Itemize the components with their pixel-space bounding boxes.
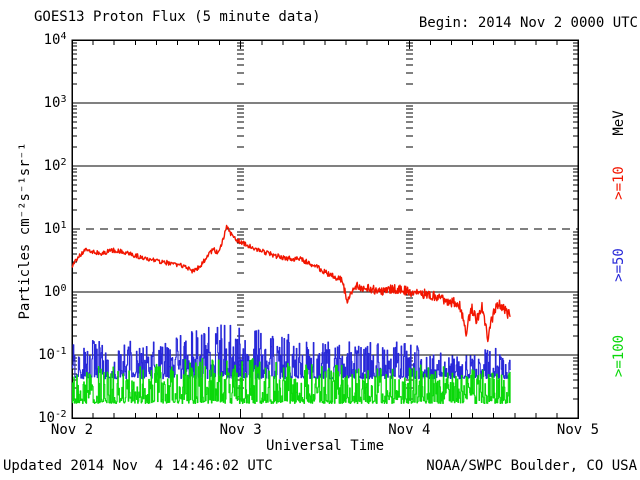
x-tick-label: Nov 3 (219, 422, 262, 438)
series-gte100-line (72, 357, 511, 405)
y-tick-label: 100 (43, 283, 67, 300)
begin-time-label: Begin: 2014 Nov 2 0000 UTC (418, 15, 638, 31)
series-gte10-line (71, 224, 511, 343)
y-axis-label: Particles cm⁻²s⁻¹sr⁻¹ (17, 142, 33, 320)
y-tick-label: 10-2 (38, 409, 66, 426)
y-tick-label: 104 (43, 31, 67, 48)
series-gte50-line (72, 324, 511, 380)
x-tick-label: Nov 5 (556, 422, 600, 438)
legend-p10-label: >=10 (611, 166, 627, 200)
credit-label: NOAA/SWPC Boulder, CO USA (426, 458, 637, 474)
x-tick-label: Nov 4 (388, 422, 431, 438)
x-axis-label: Universal Time (265, 438, 385, 454)
updated-timestamp: Updated 2014 Nov 4 14:46:02 UTC (3, 458, 273, 474)
x-tick-label: Nov 2 (50, 422, 94, 438)
legend-p100-label: >=100 (611, 334, 627, 378)
chart-title: GOES13 Proton Flux (5 minute data) (34, 9, 321, 25)
y-tick-label: 10-1 (38, 346, 66, 363)
y-unit-label: MeV (611, 110, 627, 136)
legend-p50-label: >=50 (611, 248, 627, 282)
plot-frame (71, 39, 579, 419)
y-tick-label: 101 (43, 220, 67, 237)
y-tick-label: 103 (43, 94, 67, 111)
y-tick-label: 102 (43, 157, 67, 174)
